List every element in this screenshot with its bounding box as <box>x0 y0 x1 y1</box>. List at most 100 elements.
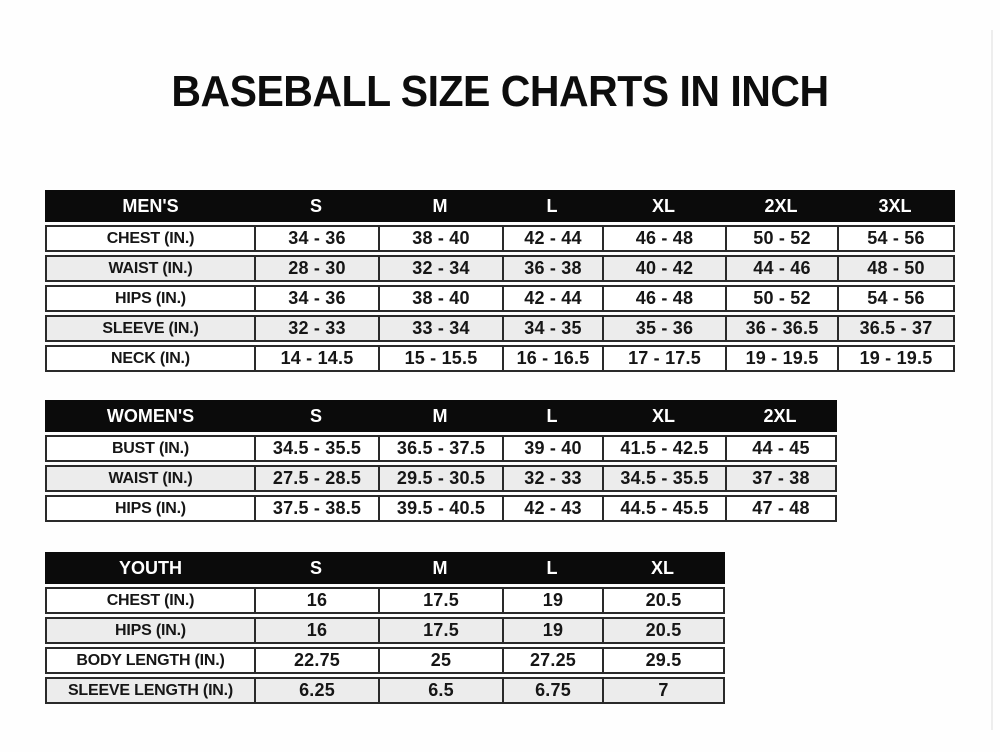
size-cell: 35 - 36 <box>602 317 725 340</box>
womens-size-table: WOMEN'S S M L XL 2XL BUST (IN.) 34.5 - 3… <box>45 400 837 522</box>
size-cell: 7 <box>602 679 723 702</box>
column-header: S <box>309 405 322 426</box>
column-header: S <box>309 557 322 578</box>
column-header: L <box>546 405 558 426</box>
table-row: SLEEVE LENGTH (IN.) 6.25 6.5 6.75 7 <box>45 677 725 704</box>
table-group-header: YOUTH <box>119 557 182 578</box>
table-row: HIPS (IN.) 37.5 - 38.5 39.5 - 40.5 42 - … <box>45 495 837 522</box>
size-cell: 38 - 40 <box>378 287 502 310</box>
table-row: SLEEVE (IN.) 32 - 33 33 - 34 34 - 35 35 … <box>45 315 955 342</box>
size-cell: 42 - 44 <box>502 287 602 310</box>
row-label: SLEEVE (IN.) <box>102 319 199 337</box>
size-cell: 27.25 <box>502 649 602 672</box>
row-label: CHEST (IN.) <box>106 591 195 609</box>
column-header: L <box>546 557 558 578</box>
size-cell: 27.5 - 28.5 <box>254 467 378 490</box>
size-cell: 34 - 36 <box>254 227 378 250</box>
size-cell: 32 - 34 <box>378 257 502 280</box>
size-cell: 47 - 48 <box>725 497 835 520</box>
size-cell: 34 - 36 <box>254 287 378 310</box>
size-cell: 54 - 56 <box>837 287 953 310</box>
size-cell: 19 - 19.5 <box>837 347 953 370</box>
size-cell: 15 - 15.5 <box>378 347 502 370</box>
size-cell: 20.5 <box>602 619 723 642</box>
size-cell: 36 - 36.5 <box>725 317 837 340</box>
column-header: XL <box>651 195 675 216</box>
table-group-header: WOMEN'S <box>106 405 195 426</box>
column-header: M <box>432 557 448 578</box>
table-row: BODY LENGTH (IN.) 22.75 25 27.25 29.5 <box>45 647 725 674</box>
size-cell: 46 - 48 <box>602 227 725 250</box>
size-cell: 44 - 46 <box>725 257 837 280</box>
size-cell: 41.5 - 42.5 <box>602 437 725 460</box>
size-cell: 33 - 34 <box>378 317 502 340</box>
size-cell: 17.5 <box>378 619 502 642</box>
row-label: WAIST (IN.) <box>108 469 193 487</box>
table-row: NECK (IN.) 14 - 14.5 15 - 15.5 16 - 16.5… <box>45 345 955 372</box>
row-label: CHEST (IN.) <box>106 229 195 247</box>
column-header: M <box>432 405 448 426</box>
size-cell: 16 <box>254 589 378 612</box>
size-cell: 32 - 33 <box>502 467 602 490</box>
size-cell: 6.5 <box>378 679 502 702</box>
size-cell: 20.5 <box>602 589 723 612</box>
size-cell: 28 - 30 <box>254 257 378 280</box>
table-row: HIPS (IN.) 34 - 36 38 - 40 42 - 44 46 - … <box>45 285 955 312</box>
table-row: WAIST (IN.) 28 - 30 32 - 34 36 - 38 40 -… <box>45 255 955 282</box>
size-cell: 29.5 - 30.5 <box>378 467 502 490</box>
size-cell: 36.5 - 37.5 <box>378 437 502 460</box>
row-label: HIPS (IN.) <box>115 621 186 639</box>
size-cell: 16 - 16.5 <box>502 347 602 370</box>
column-header: 2XL <box>763 405 797 426</box>
mens-table-header: MEN'S S M L XL 2XL 3XL <box>45 190 955 222</box>
size-cell: 36 - 38 <box>502 257 602 280</box>
size-cell: 6.25 <box>254 679 378 702</box>
size-cell: 22.75 <box>254 649 378 672</box>
row-label: WAIST (IN.) <box>108 259 193 277</box>
column-header: M <box>432 195 448 216</box>
row-label: BODY LENGTH (IN.) <box>76 651 225 669</box>
row-label: HIPS (IN.) <box>115 289 186 307</box>
size-cell: 34 - 35 <box>502 317 602 340</box>
table-row: HIPS (IN.) 16 17.5 19 20.5 <box>45 617 725 644</box>
size-cell: 19 - 19.5 <box>725 347 837 370</box>
size-cell: 44 - 45 <box>725 437 835 460</box>
size-cell: 39.5 - 40.5 <box>378 497 502 520</box>
size-cell: 54 - 56 <box>837 227 953 250</box>
column-header: 3XL <box>878 195 912 216</box>
size-cell: 48 - 50 <box>837 257 953 280</box>
size-cell: 29.5 <box>602 649 723 672</box>
table-row: CHEST (IN.) 34 - 36 38 - 40 42 - 44 46 -… <box>45 225 955 252</box>
size-cell: 44.5 - 45.5 <box>602 497 725 520</box>
size-cell: 19 <box>502 619 602 642</box>
table-row: BUST (IN.) 34.5 - 35.5 36.5 - 37.5 39 - … <box>45 435 837 462</box>
size-cell: 16 <box>254 619 378 642</box>
size-cell: 39 - 40 <box>502 437 602 460</box>
size-cell: 42 - 43 <box>502 497 602 520</box>
size-cell: 19 <box>502 589 602 612</box>
womens-table-header: WOMEN'S S M L XL 2XL <box>45 400 837 432</box>
row-label: HIPS (IN.) <box>115 499 186 517</box>
size-cell: 17.5 <box>378 589 502 612</box>
size-cell: 50 - 52 <box>725 227 837 250</box>
row-label: BUST (IN.) <box>111 439 190 457</box>
page-title: BASEBALL SIZE CHARTS IN INCH <box>171 66 829 116</box>
row-label: SLEEVE LENGTH (IN.) <box>67 681 234 699</box>
youth-size-table: YOUTH S M L XL CHEST (IN.) 16 17.5 19 20… <box>45 552 725 704</box>
scan-artifact-line <box>991 30 993 730</box>
column-header: XL <box>650 557 674 578</box>
size-cell: 37.5 - 38.5 <box>254 497 378 520</box>
size-cell: 50 - 52 <box>725 287 837 310</box>
table-group-header: MEN'S <box>122 195 179 216</box>
size-cell: 38 - 40 <box>378 227 502 250</box>
mens-size-table: MEN'S S M L XL 2XL 3XL CHEST (IN.) 34 - … <box>45 190 955 372</box>
size-cell: 46 - 48 <box>602 287 725 310</box>
column-header: 2XL <box>764 195 798 216</box>
column-header: XL <box>651 405 675 426</box>
size-cell: 36.5 - 37 <box>837 317 953 340</box>
size-cell: 34.5 - 35.5 <box>254 437 378 460</box>
table-row: WAIST (IN.) 27.5 - 28.5 29.5 - 30.5 32 -… <box>45 465 837 492</box>
column-header: S <box>309 195 322 216</box>
table-row: CHEST (IN.) 16 17.5 19 20.5 <box>45 587 725 614</box>
